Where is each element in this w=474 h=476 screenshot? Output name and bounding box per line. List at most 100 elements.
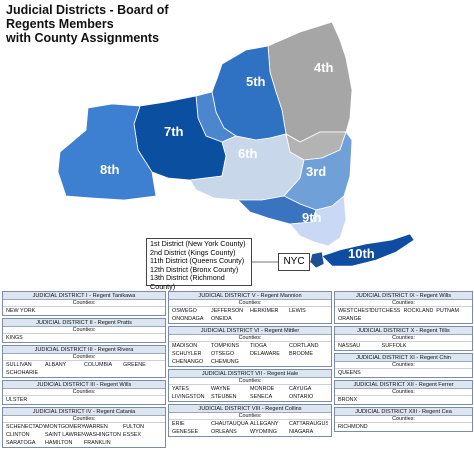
county-name: CATTARAUGUS [289,421,328,427]
district-8-region[interactable] [57,103,157,201]
county-name: ERIE [172,421,185,427]
district-card-2: JUDICIAL DISTRICT II - Regent Pratts Cou… [2,318,166,343]
county-name: LEWIS [289,308,306,314]
county-name: SENECA [250,394,273,400]
county-name: NASSAU [338,343,361,349]
county-name: ORLEANS [211,429,237,435]
county-name: JEFFERSON [211,308,244,314]
district-header: JUDICIAL DISTRICT XI - Regent Chin [335,354,472,362]
counties-label: Counties: [335,362,472,369]
county-name: ORANGE [338,316,362,322]
district-header: JUDICIAL DISTRICT III - Regent Rivera [3,346,165,354]
label-7th: 7th [164,124,184,139]
district-header: JUDICIAL DISTRICT VII - Regent Hale [169,370,331,378]
counties-label: Counties: [3,327,165,334]
county-name: KINGS [6,335,23,341]
county-name: CHENANGO [172,359,204,365]
county-name: HAMILTON [45,440,73,446]
nyc-label-box: NYC [278,253,310,271]
counties-label: Counties: [3,389,165,396]
nyc-district-line: 2nd District (Kings County) [150,247,236,257]
district-header: JUDICIAL DISTRICT V - Regent Mannion [169,292,331,300]
county-name: WESTCHESTER [338,308,371,314]
county-name: ALLEGANY [250,421,279,427]
counties-label: Counties: [3,416,165,423]
county-name: WASHINGTON [84,432,121,438]
county-name: OTSEGO [211,351,235,357]
county-name: QUEENS [338,370,361,376]
county-name: COLUMBIA [84,362,113,368]
counties-label: Counties: [3,300,165,307]
county-name: ONTARIO [289,394,314,400]
county-name: SARATOGA [6,440,36,446]
district-county-table: JUDICIAL DISTRICT I - Regent Tanikawa Co… [2,291,473,475]
district-card-3-wills: JUDICIAL DISTRICT III - Regent Wills Cou… [2,380,166,405]
county-name: MONTGOMERY [45,424,84,430]
county-name: FULTON [123,424,145,430]
county-name: TOMPKINS [211,343,240,349]
county-name: SULLIVAN [6,362,32,368]
district-card-8: JUDICIAL DISTRICT VIII - Regent Collins … [168,404,332,437]
district-column-2: JUDICIAL DISTRICT V - Regent Mannion Cou… [168,291,332,439]
district-card-9: JUDICIAL DISTRICT IX - Regent Wills Coun… [334,291,473,324]
district-card-10: JUDICIAL DISTRICT X - Regent Tillis Coun… [334,326,473,351]
county-name: ESSEX [123,432,141,438]
county-name: YATES [172,386,189,392]
nyc-districts-callout: 1st District (New York County) 2nd Distr… [146,238,252,291]
nyc-district-line: 11th District (Queens County) [150,256,245,266]
district-card-7: JUDICIAL DISTRICT VII - Regent Hale Coun… [168,369,332,402]
district-header: JUDICIAL DISTRICT XIII - Regent Cea [335,408,472,416]
county-name: SUFFOLK [381,343,407,349]
county-name: TIOGA [250,343,267,349]
county-name: DELAWARE [250,351,280,357]
title-line-1: Judicial Districts - Board of Regents Me… [6,3,169,31]
district-header: JUDICIAL DISTRICT IX - Regent Wills [335,292,472,300]
county-name: DUTCHESS [370,308,401,314]
county-name: FRANKLIN [84,440,111,446]
county-name: SCHOHARIE [6,370,39,376]
district-card-6: JUDICIAL DISTRICT VI - Regent Mittler Co… [168,326,332,367]
county-name: SAINT LAWRENCE [45,432,84,438]
county-name: CHAUTAUQUA [211,421,249,427]
county-name: STEUBEN [211,394,237,400]
county-name: NIAGARA [289,429,314,435]
county-name: SCHENECTADY [6,424,45,430]
county-name: GREENE [123,362,146,368]
district-card-1: JUDICIAL DISTRICT I - Regent Tanikawa Co… [2,291,166,316]
counties-label: Counties: [335,300,472,307]
counties-label: Counties: [169,335,331,342]
county-name: BRONX [338,397,358,403]
county-name: LIVINGSTON [172,394,205,400]
county-name: CHEMUNG [211,359,239,365]
nyc-district-line: 13th District (Richmond County) [150,273,225,291]
district-header: JUDICIAL DISTRICT IV - Regent Catania [3,408,165,416]
county-name: CLINTON [6,432,30,438]
district-column-1: JUDICIAL DISTRICT I - Regent Tanikawa Co… [2,291,166,450]
counties-label: Counties: [335,389,472,396]
label-8th: 8th [100,162,120,177]
county-name: PUTNAM [436,308,460,314]
district-header: JUDICIAL DISTRICT VI - Regent Mittler [169,327,331,335]
nyc-region[interactable] [309,251,325,269]
county-name: SCHUYLER [172,351,202,357]
county-name: GENESEE [172,429,199,435]
district-column-3: JUDICIAL DISTRICT IX - Regent Wills Coun… [334,291,473,434]
label-9th: 9th [302,210,322,225]
county-name: WAYNE [211,386,231,392]
title-line-2: with County Assignments [6,31,160,45]
district-card-3-rivera: JUDICIAL DISTRICT III - Regent Rivera Co… [2,345,166,378]
district-header: JUDICIAL DISTRICT XII - Regent Ferrer [335,381,472,389]
county-name: WARREN [84,424,108,430]
district-header: JUDICIAL DISTRICT VIII - Regent Collins [169,405,331,413]
district-card-11: JUDICIAL DISTRICT XI - Regent Chin Count… [334,353,473,378]
counties-label: Counties: [169,300,331,307]
label-5th: 5th [246,74,266,89]
label-3rd: 3rd [306,164,326,179]
district-10-region[interactable] [321,233,415,267]
counties-label: Counties: [335,416,472,423]
district-9-region[interactable] [289,195,347,247]
nyc-district-line: 12th District (Bronx County) [150,264,239,274]
district-card-12: JUDICIAL DISTRICT XII - Regent Ferrer Co… [334,380,473,405]
counties-label: Counties: [3,354,165,361]
district-header: JUDICIAL DISTRICT II - Regent Pratts [3,319,165,327]
